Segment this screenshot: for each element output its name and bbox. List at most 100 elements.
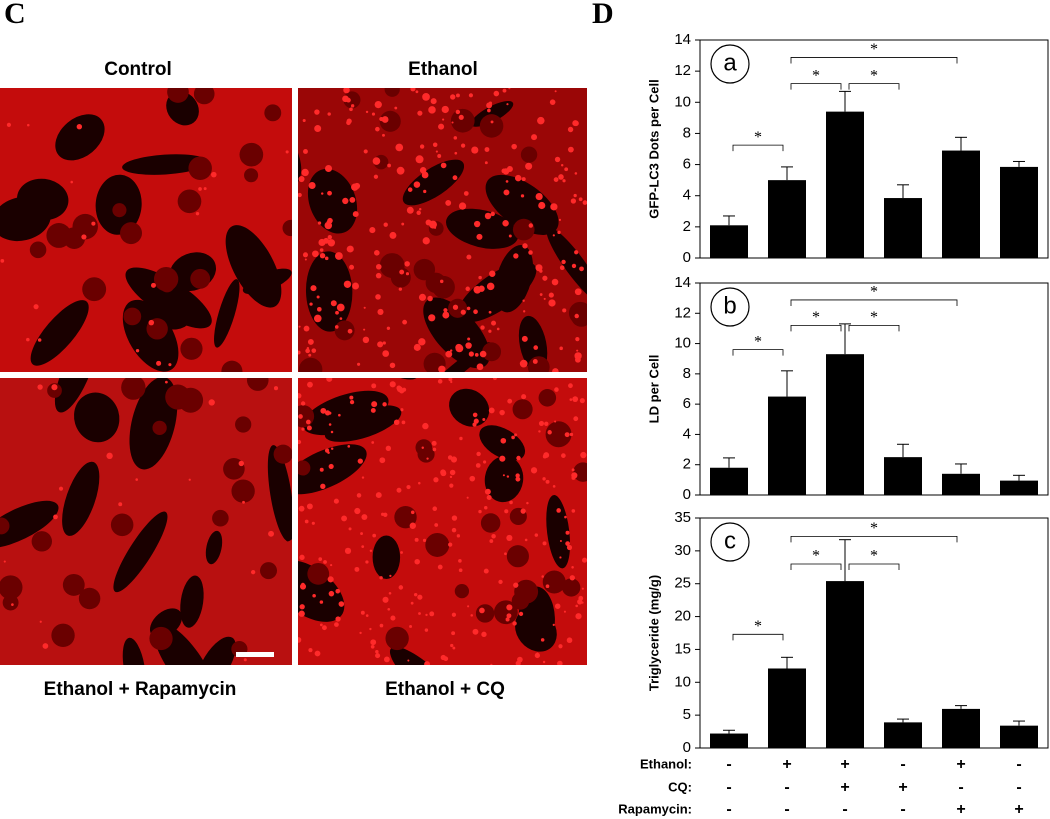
droplet — [298, 176, 305, 183]
nucleus — [527, 356, 550, 372]
droplet — [553, 177, 559, 182]
droplet — [443, 656, 449, 662]
droplet — [76, 124, 83, 130]
droplet — [308, 648, 313, 653]
droplet — [522, 243, 528, 249]
treatment-label: Rapamycin: — [618, 801, 692, 816]
droplet — [465, 342, 472, 349]
droplet — [552, 485, 556, 488]
droplet — [348, 527, 352, 531]
droplet — [554, 90, 557, 93]
droplet — [307, 338, 314, 345]
droplet — [327, 190, 332, 196]
droplet — [582, 200, 587, 205]
y-tick-label: 8 — [683, 124, 691, 141]
droplet — [324, 256, 329, 261]
sinusoid — [305, 251, 353, 332]
droplet — [208, 399, 215, 406]
droplet — [321, 192, 324, 195]
droplet — [490, 120, 494, 124]
droplet — [563, 610, 566, 613]
droplet — [460, 309, 466, 315]
droplet — [417, 594, 423, 600]
sinusoid — [402, 159, 465, 206]
droplet — [524, 538, 528, 542]
droplet — [353, 182, 361, 190]
droplet — [374, 100, 382, 109]
droplet — [572, 120, 579, 127]
nucleus — [244, 168, 259, 183]
nucleus — [239, 142, 264, 167]
sinusoid — [55, 114, 105, 161]
droplet — [537, 116, 545, 125]
droplet — [307, 381, 313, 388]
droplet — [533, 345, 539, 350]
droplet — [520, 194, 525, 198]
droplet — [423, 189, 427, 194]
droplet — [389, 231, 397, 239]
droplet — [571, 475, 576, 480]
nucleus — [512, 399, 533, 420]
nucleus — [47, 383, 62, 398]
droplet — [526, 501, 529, 505]
droplet — [375, 272, 382, 279]
micrograph-content — [298, 378, 587, 665]
droplet — [520, 508, 526, 514]
bar — [710, 467, 748, 495]
nucleus — [562, 578, 581, 597]
droplet — [512, 621, 517, 626]
droplet — [375, 263, 382, 270]
nucleus — [514, 579, 539, 604]
nucleus — [0, 575, 23, 600]
droplet — [382, 341, 386, 345]
droplet — [486, 494, 492, 501]
droplet — [328, 463, 334, 470]
droplet — [474, 352, 479, 357]
y-tick-label: 2 — [683, 218, 691, 235]
droplet — [575, 604, 578, 608]
droplet — [305, 348, 310, 354]
droplet — [404, 261, 410, 267]
treatment-sign: + — [1014, 801, 1023, 818]
droplet — [427, 295, 433, 302]
droplet — [554, 387, 559, 392]
sinusoid — [205, 530, 223, 565]
nucleus — [82, 277, 107, 302]
droplet — [371, 383, 377, 389]
y-tick-label: 20 — [674, 608, 691, 625]
droplet — [410, 601, 414, 605]
droplet — [564, 515, 567, 519]
droplet — [542, 275, 548, 281]
droplet — [349, 395, 354, 400]
error-bar — [955, 136, 967, 151]
droplet — [341, 515, 348, 522]
droplet — [476, 451, 481, 457]
nucleus — [298, 405, 315, 428]
droplet — [539, 269, 543, 273]
droplet — [361, 545, 365, 548]
nucleus — [390, 267, 411, 288]
panel-badge — [710, 44, 750, 84]
significance-label: * — [812, 548, 820, 565]
droplet — [556, 508, 561, 513]
droplet — [375, 649, 379, 654]
droplet — [421, 446, 425, 449]
droplet — [346, 120, 351, 126]
y-tick-label: 2 — [683, 456, 691, 473]
droplet — [515, 476, 521, 482]
droplet — [298, 192, 302, 198]
droplet — [372, 533, 377, 538]
droplet — [545, 584, 550, 589]
droplet — [451, 515, 458, 521]
droplet — [390, 615, 396, 621]
panel-badge — [710, 522, 750, 562]
droplet — [298, 610, 305, 617]
droplet — [375, 126, 380, 132]
sinusoid — [0, 500, 59, 549]
droplet — [445, 350, 453, 358]
droplet — [581, 587, 584, 590]
droplet — [361, 514, 368, 521]
droplet — [407, 659, 410, 662]
sinusoid — [113, 511, 168, 593]
